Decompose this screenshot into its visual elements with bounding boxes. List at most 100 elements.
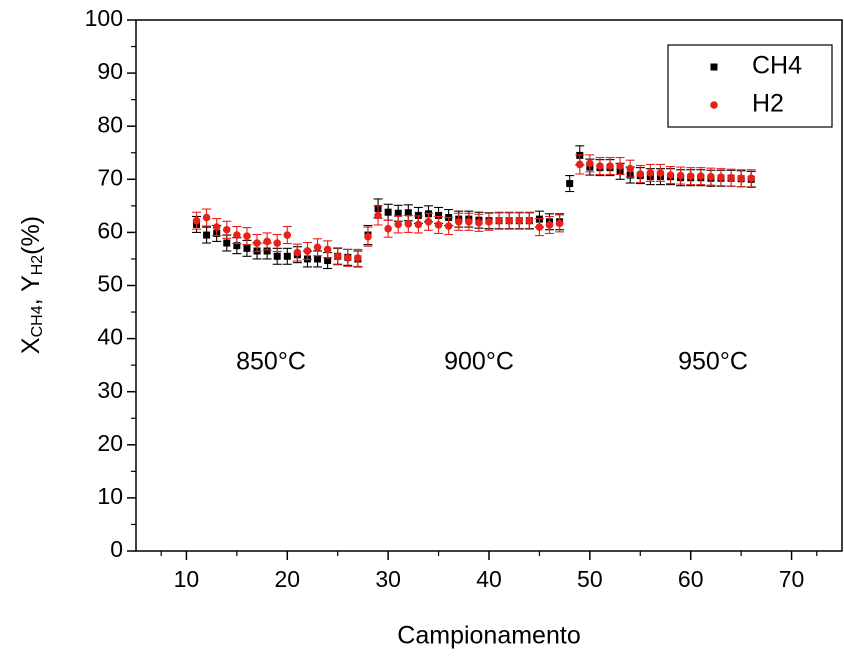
point [333, 252, 342, 261]
point [697, 172, 705, 180]
point [727, 173, 735, 182]
point [596, 162, 604, 170]
y-tick-label: 100 [85, 5, 123, 31]
point [485, 217, 493, 226]
point [314, 255, 322, 263]
point [404, 220, 413, 228]
point [233, 231, 241, 239]
point [324, 257, 332, 265]
legend-box [667, 44, 833, 128]
point [323, 245, 332, 254]
point [404, 209, 412, 217]
point [384, 208, 392, 216]
point [364, 232, 372, 241]
point [444, 222, 453, 230]
y-tick-label: 0 [110, 536, 123, 562]
y-tick-label: 60 [97, 217, 123, 243]
point [202, 213, 211, 222]
point [646, 169, 655, 177]
y-axis-title: XCH4, YH2(%) [17, 216, 47, 354]
point [495, 216, 503, 225]
point [575, 160, 584, 169]
y-tick-label: 50 [97, 271, 123, 297]
point [686, 172, 695, 180]
point [586, 159, 594, 168]
legend-label: CH4 [752, 52, 802, 80]
x-tick-label: 60 [678, 566, 704, 592]
point [283, 231, 292, 239]
point [676, 171, 685, 180]
y-axis-title-part: (%) [17, 216, 45, 255]
point [555, 219, 564, 228]
x-tick-label: 10 [174, 566, 200, 592]
point [243, 232, 251, 240]
point [656, 169, 665, 177]
point [636, 170, 645, 178]
y-tick-label: 30 [97, 377, 123, 403]
point [374, 211, 382, 220]
point [233, 242, 241, 250]
y-tick-label: 20 [97, 430, 123, 456]
point [313, 243, 322, 252]
point [525, 216, 534, 225]
point [717, 173, 725, 181]
y-tick-label: 70 [97, 164, 123, 190]
y-tick-label: 40 [97, 324, 123, 350]
point [394, 209, 402, 217]
point [535, 223, 544, 231]
point [273, 252, 281, 260]
point [394, 220, 403, 229]
point [616, 162, 624, 170]
point [243, 244, 251, 252]
point [606, 162, 614, 170]
point [253, 239, 261, 247]
point [465, 217, 473, 226]
point [283, 252, 291, 260]
x-tick-label: 50 [577, 566, 603, 592]
y-axis-title-part: , Y [17, 275, 45, 305]
point [707, 172, 715, 181]
annotation: 850°C [236, 348, 306, 376]
point [454, 217, 463, 226]
y-tick-label: 10 [97, 483, 123, 509]
x-tick-label: 70 [779, 566, 805, 592]
point [273, 239, 282, 247]
annotation: 900°C [444, 348, 514, 376]
point [223, 239, 231, 247]
point [414, 220, 423, 229]
point [435, 211, 443, 219]
point [384, 224, 392, 233]
legend-marker [710, 101, 718, 109]
y-tick-label: 90 [97, 58, 123, 84]
point [666, 171, 675, 179]
point [192, 216, 201, 225]
legend-marker [710, 63, 718, 71]
point [515, 216, 524, 225]
x-axis-title: Campionamento [397, 622, 580, 650]
point [475, 219, 483, 227]
y-axis-title-part: X [17, 337, 45, 354]
point [545, 221, 554, 229]
point [203, 231, 211, 239]
point [747, 174, 756, 183]
x-tick-label: 40 [476, 566, 502, 592]
annotation: 950°C [678, 348, 748, 376]
point [434, 221, 443, 229]
point [293, 248, 302, 257]
point [303, 247, 312, 255]
y-axis-title-part: H2 [29, 255, 46, 276]
point [737, 174, 745, 183]
point [212, 223, 221, 231]
legend-label: H2 [752, 90, 784, 118]
x-tick-label: 20 [274, 566, 300, 592]
x-tick-label: 30 [375, 566, 401, 592]
point [263, 247, 271, 255]
point [354, 254, 362, 262]
y-tick-label: 80 [97, 111, 123, 137]
y-axis-title-part: CH4 [29, 305, 46, 337]
point [566, 180, 574, 188]
point [263, 237, 271, 246]
point [222, 225, 231, 234]
